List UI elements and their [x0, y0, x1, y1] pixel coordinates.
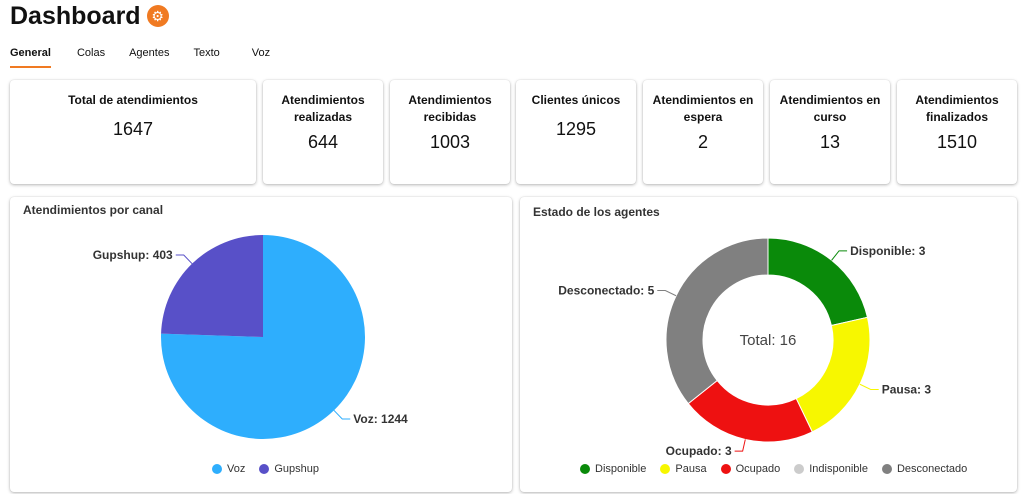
stat-card-realizadas: Atendimientos realizadas 644 — [263, 80, 383, 184]
stat-card-recibidas: Atendimientos recibidas 1003 — [390, 80, 510, 184]
stat-value: 1003 — [429, 132, 471, 152]
donut-slice-ocupado[interactable] — [687, 379, 813, 443]
pie-data-label: Voz: 1244 — [353, 412, 408, 426]
stat-label: Atendimientos realizadas — [281, 93, 365, 124]
stat-value: 13 — [819, 132, 841, 152]
page-title: Dashboard — [10, 1, 141, 30]
legend-item-gupshup[interactable]: Gupshup — [259, 463, 319, 475]
legend-item-indisponible[interactable]: Indisponible — [794, 463, 868, 475]
stat-card-espera: Atendimientos en espera 2 — [643, 80, 763, 184]
panel-title: Atendimientos por canal — [23, 203, 164, 217]
agents-legend: Disponible Pausa Ocupado Indisponible De… — [580, 463, 981, 475]
legend-swatch — [794, 464, 805, 474]
stat-value: 1510 — [936, 132, 978, 152]
donut-label-line — [831, 250, 848, 261]
legend-item-disponible[interactable]: Disponible — [580, 463, 646, 475]
tab-texto[interactable]: Texto — [193, 47, 220, 59]
stat-label: Atendimientos recibidas — [408, 93, 492, 124]
legend-swatch — [212, 464, 222, 474]
pie-label-line — [175, 254, 193, 265]
legend-label: Indisponible — [809, 463, 868, 475]
donut-label-line — [657, 290, 677, 297]
stat-value: 2 — [697, 132, 708, 152]
channel-chart-panel: Atendimientos por canal Voz: 1244 Gupshup… — [10, 197, 512, 492]
legend-item-ocupado[interactable]: Ocupado — [720, 463, 781, 475]
donut-slice-pausa[interactable] — [795, 316, 871, 433]
pie-data-label: Gupshup: 403 — [93, 248, 173, 262]
donut-data-label: Desconectado: 5 — [558, 284, 654, 298]
donut-data-label: Pausa: 3 — [882, 382, 932, 396]
stat-value: 644 — [307, 132, 339, 152]
legend-item-pausa[interactable]: Pausa — [660, 463, 707, 475]
pie-label-line — [333, 409, 351, 420]
stat-value: 1647 — [112, 119, 154, 139]
legend-label: Ocupado — [735, 463, 781, 475]
stat-label: Atendimientos finalizados — [915, 93, 999, 124]
agents-chart-panel: Estado de los agentes Disponible: 3 Pausa… — [520, 197, 1017, 492]
tab-colas[interactable]: Colas — [76, 47, 106, 59]
stat-value: 1295 — [555, 119, 597, 139]
pie-slice-gupshup[interactable] — [161, 235, 263, 337]
legend-item-desconectado[interactable]: Desconectado — [881, 463, 968, 475]
donut-center-label: Total: 16 — [740, 332, 797, 349]
agents-donut-chart: Disponible: 3 Pausa: 3 Ocupado: 3 Desconect… — [558, 237, 932, 458]
stat-card-clientes: Clientes únicos 1295 — [516, 80, 636, 184]
legend-label: Gupshup — [274, 463, 320, 475]
stat-label: Atendimientos en curso — [779, 93, 881, 124]
donut-label-line — [734, 439, 746, 452]
donut-label-line — [859, 383, 879, 390]
donut-data-label: Disponible: 3 — [850, 244, 926, 258]
legend-label: Pausa — [675, 463, 707, 475]
legend-swatch — [720, 464, 731, 474]
tab-voz[interactable]: Voz — [251, 47, 271, 59]
stat-label: Atendimientos en espera — [652, 93, 754, 124]
stat-card-finalizados: Atendimientos finalizados 1510 — [897, 80, 1017, 184]
channel-pie-chart: Voz: 1244 Gupshup: 403 — [93, 235, 408, 439]
legend-swatch — [881, 464, 892, 474]
legend-label: Voz — [227, 463, 246, 475]
legend-swatch — [580, 464, 590, 474]
stat-card-total: Total de atendimientos 1647 — [10, 80, 256, 184]
legend-label: Disponible — [595, 463, 647, 475]
donut-data-label: Ocupado: 3 — [666, 444, 732, 458]
stat-label: Clientes únicos — [531, 93, 621, 107]
gear-icon[interactable]: ⚙ — [146, 5, 169, 27]
channel-legend: Voz Gupshup — [212, 463, 333, 475]
legend-swatch — [259, 464, 270, 474]
tab-general[interactable]: General — [10, 44, 51, 68]
donut-slice-desconectado[interactable] — [665, 237, 769, 405]
stat-card-curso: Atendimientos en curso 13 — [770, 80, 890, 184]
legend-swatch — [660, 464, 671, 474]
legend-label: Desconectado — [896, 463, 968, 475]
stat-label: Total de atendimientos — [68, 93, 198, 107]
legend-item-voz[interactable]: Voz — [212, 463, 245, 475]
panel-title: Estado de los agentes — [533, 205, 660, 219]
header: Dashboard ⚙ — [10, 0, 169, 32]
tab-bar: General Colas Agentes Texto Voz — [10, 44, 270, 68]
tab-agentes[interactable]: Agentes — [129, 47, 170, 59]
